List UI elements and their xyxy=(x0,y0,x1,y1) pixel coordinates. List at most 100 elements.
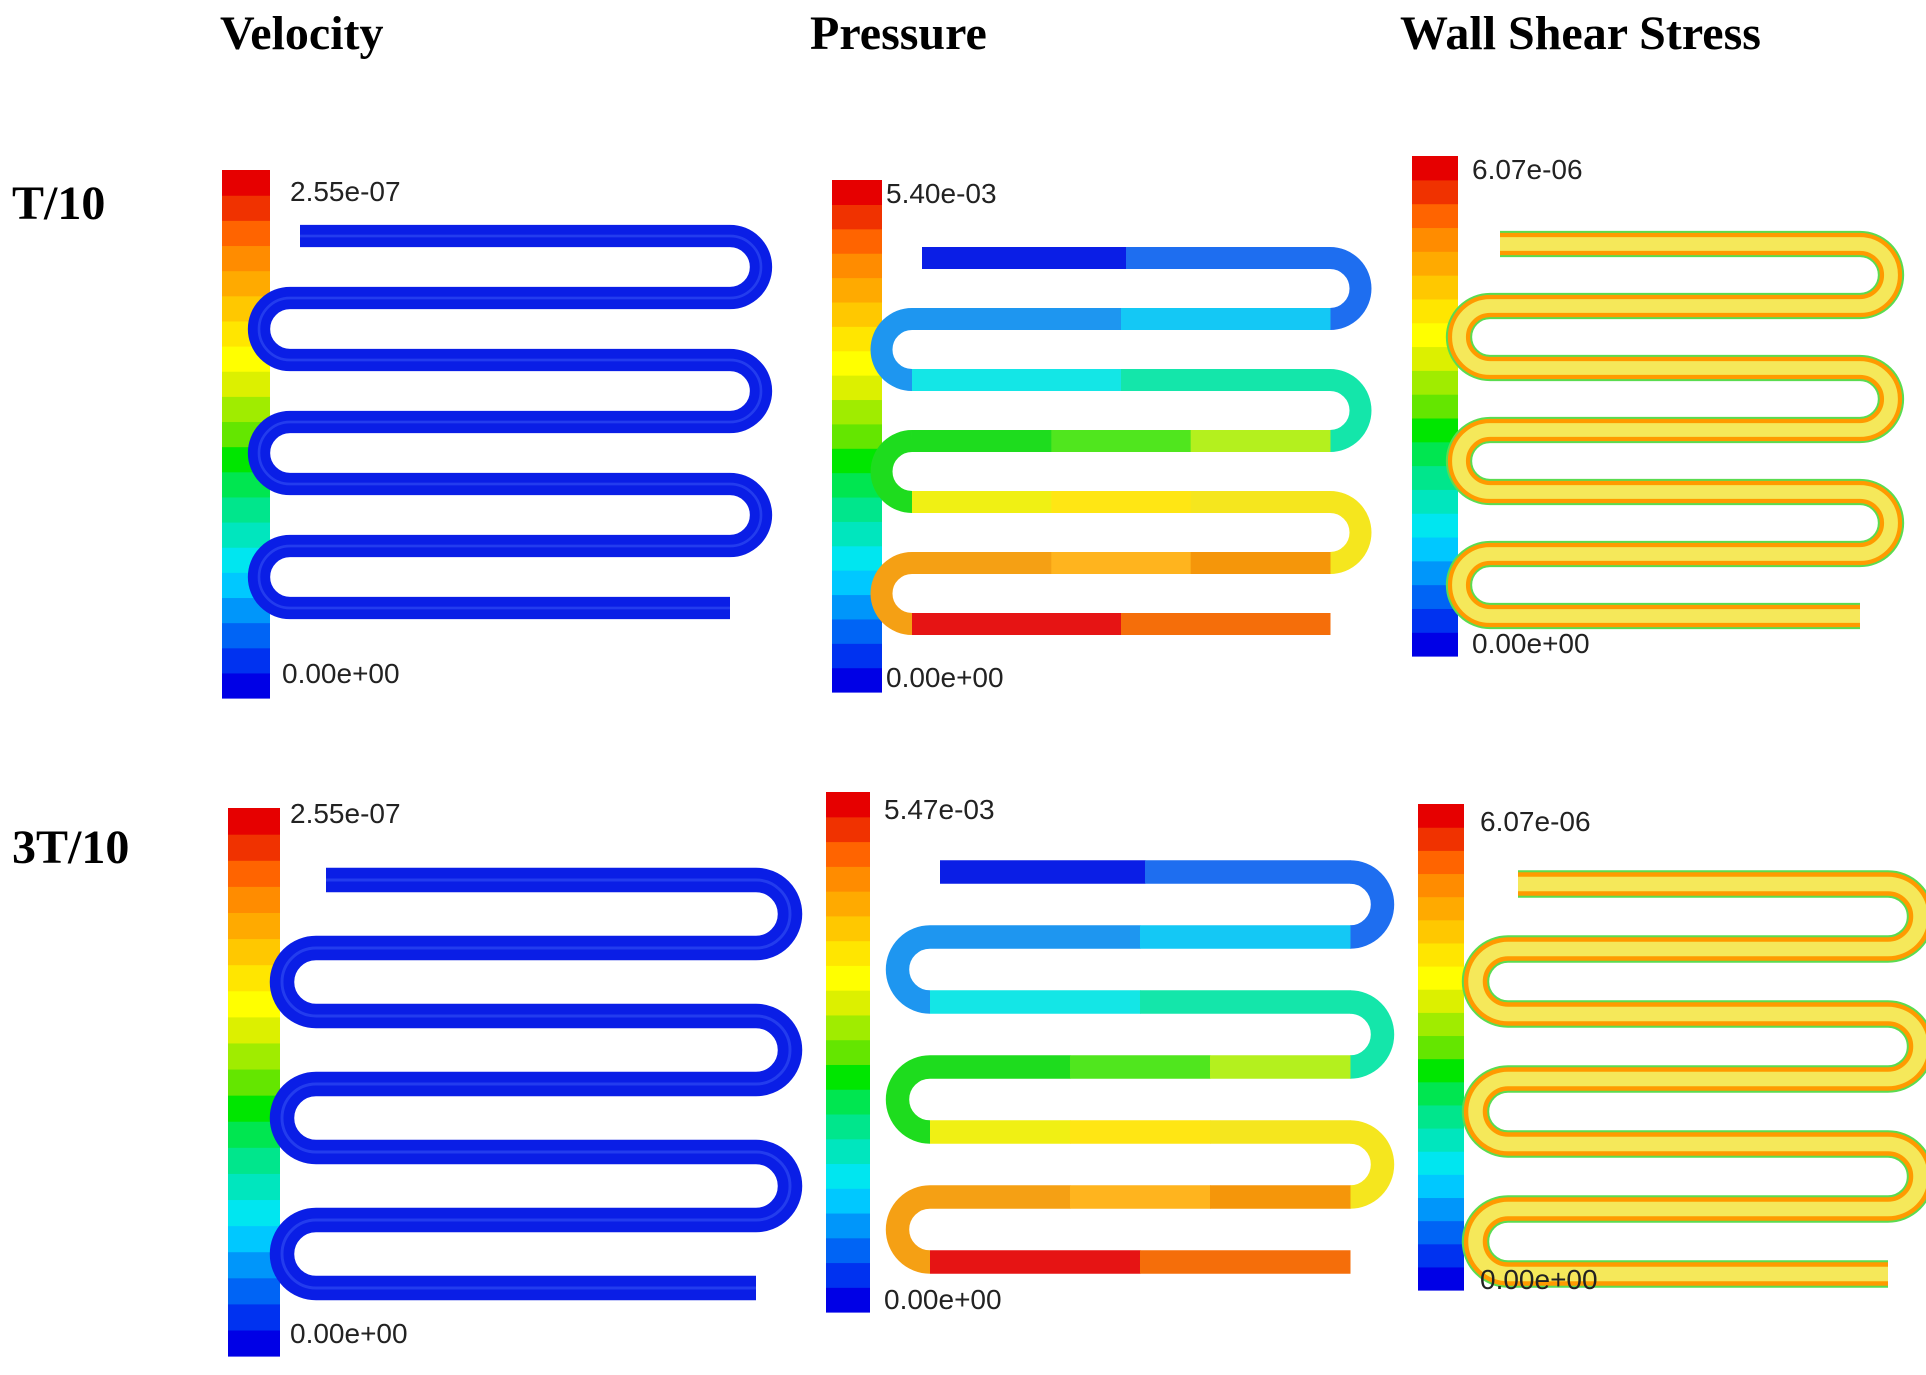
colorbar-swatch xyxy=(222,522,270,548)
colorbar-swatch xyxy=(228,1068,280,1096)
colorbar-swatch xyxy=(228,1303,280,1331)
colorbar-swatch xyxy=(222,647,270,674)
colorbar-min-label: 0.00e+00 xyxy=(282,658,400,689)
colorbar-swatch xyxy=(228,834,280,861)
colorbar-swatch xyxy=(228,1277,280,1305)
pressure-bend xyxy=(1349,990,1395,1079)
colorbar-swatch xyxy=(222,672,270,699)
colorbar-swatch xyxy=(1412,608,1458,633)
colorbar-swatch xyxy=(1418,919,1464,944)
colorbar-swatch xyxy=(1412,513,1458,538)
column-title-wall-shear-stress: Wall Shear Stress xyxy=(1400,7,1761,60)
wss-channel-fill xyxy=(1468,876,1926,1282)
colorbar-min-label: 0.00e+00 xyxy=(290,1318,408,1349)
colorbar-swatch xyxy=(832,253,882,279)
colorbar-max-label: 2.55e-07 xyxy=(290,798,401,829)
colorbar-swatch xyxy=(1418,1151,1464,1175)
colorbar-min-label: 0.00e+00 xyxy=(884,1284,1002,1315)
colorbar-swatch xyxy=(832,496,882,522)
pressure-bend xyxy=(1349,1120,1395,1209)
colorbar-swatch xyxy=(826,1163,870,1189)
colorbar-swatch xyxy=(1418,1035,1464,1060)
colorbar-swatch xyxy=(1418,989,1464,1013)
colorbar-swatch xyxy=(826,990,870,1016)
colorbar-swatch xyxy=(228,1147,280,1174)
colorbar-swatch xyxy=(832,180,882,205)
colorbar-swatch xyxy=(832,399,882,425)
colorbar-swatch xyxy=(1418,896,1464,921)
colorbar-swatch xyxy=(1418,1128,1464,1152)
colorbar-swatch xyxy=(228,808,280,835)
colorbar-swatch xyxy=(1412,632,1458,657)
colorbar-swatch xyxy=(1418,804,1464,828)
colorbar-swatch xyxy=(222,220,270,247)
pressure-bend xyxy=(870,430,913,513)
colorbar-swatch xyxy=(826,940,870,966)
colorbar-swatch xyxy=(228,1199,280,1227)
colorbar-swatch xyxy=(222,195,270,221)
colorbar-swatch xyxy=(832,643,882,669)
pressure-bend xyxy=(1329,369,1372,452)
colorbar-swatch xyxy=(228,990,280,1018)
colorbar-swatch xyxy=(228,1016,280,1044)
colorbar-swatch xyxy=(1418,1174,1464,1199)
pressure-bend xyxy=(1329,491,1372,574)
colorbar-swatch xyxy=(222,170,270,196)
colorbar xyxy=(826,792,870,1313)
colorbar-swatch xyxy=(832,375,882,401)
colorbar-swatch xyxy=(228,912,280,940)
wss-channel-fill xyxy=(1452,237,1898,623)
colorbar xyxy=(832,180,882,693)
row-label-3t10: 3T/10 xyxy=(12,821,130,874)
colorbar-swatch xyxy=(1412,179,1458,205)
colorbar-min-label: 0.00e+00 xyxy=(886,662,1004,693)
row-label-t10: T/10 xyxy=(12,177,106,230)
colorbar-swatch xyxy=(1412,370,1458,395)
colorbar-swatch xyxy=(1412,156,1458,181)
colorbar-swatch xyxy=(832,423,882,449)
colorbar-swatch xyxy=(826,1188,870,1214)
colorbar-max-label: 2.55e-07 xyxy=(290,176,401,207)
colorbar-swatch xyxy=(1418,827,1464,851)
colorbar-swatch xyxy=(222,371,270,397)
colorbar-swatch xyxy=(826,1014,870,1041)
colorbar-swatch xyxy=(228,860,280,887)
column-title-velocity: Velocity xyxy=(220,7,384,60)
pressure-bend xyxy=(870,308,913,391)
colorbar-max-label: 6.07e-06 xyxy=(1472,154,1583,185)
colorbar-swatch xyxy=(228,886,280,913)
pressure-bend xyxy=(1349,860,1395,949)
pressure-bend xyxy=(885,1185,931,1274)
colorbar-swatch xyxy=(826,1113,870,1140)
colorbar-swatch xyxy=(826,866,870,892)
colorbar-swatch xyxy=(1418,1243,1464,1268)
colorbar-swatch xyxy=(826,915,870,942)
colorbar-swatch xyxy=(832,228,882,254)
colorbar-swatch xyxy=(826,965,870,991)
pressure-bend xyxy=(885,1055,931,1144)
colorbar-swatch xyxy=(826,816,870,843)
colorbar-swatch xyxy=(1418,873,1464,898)
colorbar-swatch xyxy=(826,891,870,917)
colorbar-swatch xyxy=(1412,251,1458,276)
colorbar-swatch xyxy=(832,301,882,327)
velocity-channel-core xyxy=(280,878,792,1290)
colorbar-swatch xyxy=(832,618,882,644)
colorbar-swatch xyxy=(1418,1197,1464,1222)
colorbar-swatch xyxy=(222,496,270,523)
colorbar-swatch xyxy=(1412,417,1458,443)
colorbar-swatch xyxy=(1418,1220,1464,1245)
colorbar-swatch xyxy=(826,841,870,867)
pressure-bend xyxy=(870,552,913,635)
colorbar-swatch xyxy=(1412,203,1458,229)
pressure-bend xyxy=(1329,247,1372,330)
colorbar-swatch xyxy=(826,792,870,818)
colorbar-swatch xyxy=(1412,394,1458,419)
colorbar-swatch xyxy=(222,396,270,423)
colorbar-swatch xyxy=(832,277,882,303)
colorbar-swatch xyxy=(832,521,882,547)
velocity-channel-core xyxy=(257,234,763,610)
